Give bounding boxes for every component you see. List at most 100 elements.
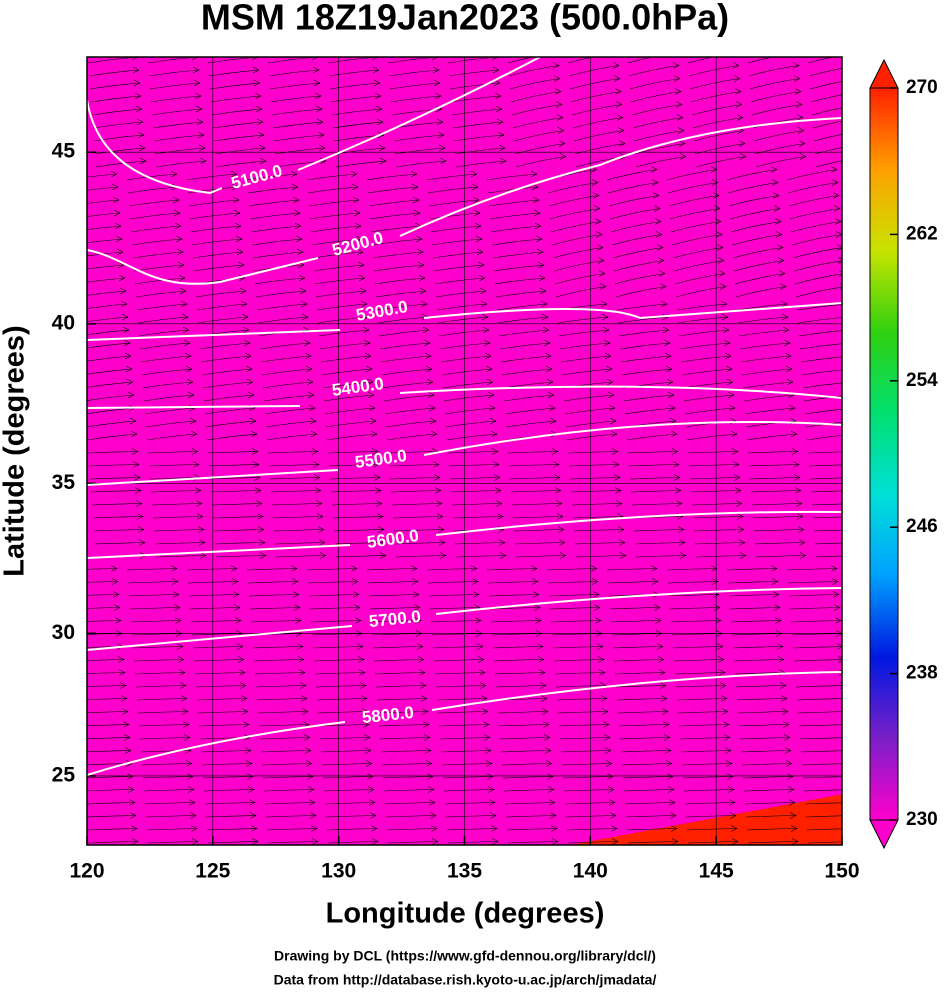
wind-arrow — [494, 274, 546, 285]
wind-arrow — [152, 513, 204, 520]
wind-arrow — [270, 487, 322, 494]
wind-arrow — [798, 330, 842, 337]
wind-arrow — [87, 274, 126, 283]
wind-arrow — [668, 192, 720, 207]
credit: Data from http://database.rish.kyoto-u.a… — [274, 972, 657, 988]
wind-arrow — [809, 81, 842, 90]
wind-arrow — [87, 235, 123, 244]
wind-arrow — [326, 825, 378, 832]
wind-arrow — [610, 617, 662, 624]
wind-arrow — [686, 430, 738, 441]
wind-arrow — [384, 799, 436, 806]
wind-arrow — [814, 542, 842, 545]
wind-arrow — [801, 763, 842, 766]
wind-arrow — [667, 179, 719, 194]
wind-arrow — [798, 724, 842, 727]
wind-arrow — [188, 196, 240, 207]
wind-arrow — [376, 300, 428, 311]
wind-arrow — [325, 812, 377, 819]
wind-arrow — [786, 565, 838, 572]
wind-arrow — [190, 617, 242, 624]
wind-arrow — [626, 430, 678, 441]
wind-arrow — [754, 539, 806, 546]
wind-arrow — [273, 526, 325, 533]
wind-arrow — [626, 825, 678, 832]
wind-arrow — [205, 812, 257, 819]
wind-arrow — [810, 490, 842, 493]
wind-arrow — [308, 196, 360, 207]
wind-arrow — [389, 79, 441, 90]
wind-arrow — [552, 643, 604, 650]
wind-arrow — [445, 417, 497, 428]
wind-arrow — [813, 133, 842, 142]
wind-arrow — [683, 786, 735, 793]
wind-arrow — [745, 812, 797, 819]
wind-arrow — [509, 474, 561, 481]
wind-arrow — [812, 120, 842, 129]
wind-arrow — [374, 274, 426, 285]
wind-arrow — [549, 604, 601, 611]
wind-arrow — [670, 218, 722, 233]
wind-arrow — [150, 92, 202, 103]
wind-arrow — [804, 802, 842, 805]
wind-arrow — [451, 105, 503, 116]
wind-arrow — [787, 578, 839, 585]
wind-arrow — [682, 773, 734, 780]
wind-arrow — [192, 643, 244, 650]
wind-arrow — [811, 503, 842, 506]
wind-arrow — [446, 825, 498, 832]
wind-arrow — [606, 166, 658, 181]
wind-arrow — [430, 617, 482, 624]
wind-arrow — [87, 448, 139, 455]
wind-arrow — [802, 382, 842, 389]
wind-arrow — [436, 695, 488, 702]
wind-arrow — [320, 352, 372, 363]
wind-arrow — [729, 205, 781, 220]
wind-arrow — [248, 591, 300, 598]
wind-arrow — [796, 695, 842, 702]
wind-arrow — [748, 461, 800, 468]
wind-arrow — [681, 365, 733, 376]
wind-arrow — [512, 114, 564, 129]
wind-arrow — [90, 487, 142, 494]
wind-arrow — [382, 378, 434, 389]
wind-arrow — [87, 799, 136, 806]
wind-arrow — [689, 75, 741, 90]
wind-arrow — [248, 196, 300, 207]
wind-arrow — [141, 365, 193, 376]
wind-arrow — [389, 474, 441, 481]
colorbar-tick-label: 246 — [906, 516, 938, 537]
wind-arrow — [380, 352, 432, 363]
wind-arrow — [742, 773, 794, 780]
wind-arrow — [800, 356, 842, 363]
wind-arrow — [487, 578, 539, 585]
wind-arrow — [553, 656, 605, 663]
wind-arrow — [91, 500, 143, 507]
wind-arrow — [131, 235, 183, 246]
wind-arrow — [790, 218, 842, 233]
wind-arrow — [199, 339, 251, 350]
wind-arrow — [333, 526, 385, 533]
wind-arrow — [375, 682, 427, 689]
wind-arrow — [329, 474, 381, 481]
wind-arrow — [511, 500, 563, 507]
wind-arrow — [429, 209, 481, 220]
wind-arrow — [634, 140, 686, 155]
wind-arrow — [434, 669, 486, 676]
wind-arrow — [308, 591, 360, 598]
wind-arrow — [686, 825, 738, 832]
wind-arrow — [565, 812, 617, 819]
wind-arrow — [262, 773, 314, 780]
wind-arrow — [327, 838, 379, 845]
wind-arrow — [200, 747, 252, 754]
wind-arrow — [334, 539, 386, 546]
wind-arrow — [746, 825, 798, 832]
wind-arrow — [487, 183, 539, 194]
wind-arrow — [439, 339, 491, 350]
wind-arrow — [504, 404, 556, 415]
wind-arrow — [744, 404, 796, 415]
wind-arrow — [618, 721, 670, 728]
wind-arrow — [571, 101, 623, 116]
wind-arrow — [330, 92, 382, 103]
wind-arrow — [134, 274, 186, 285]
